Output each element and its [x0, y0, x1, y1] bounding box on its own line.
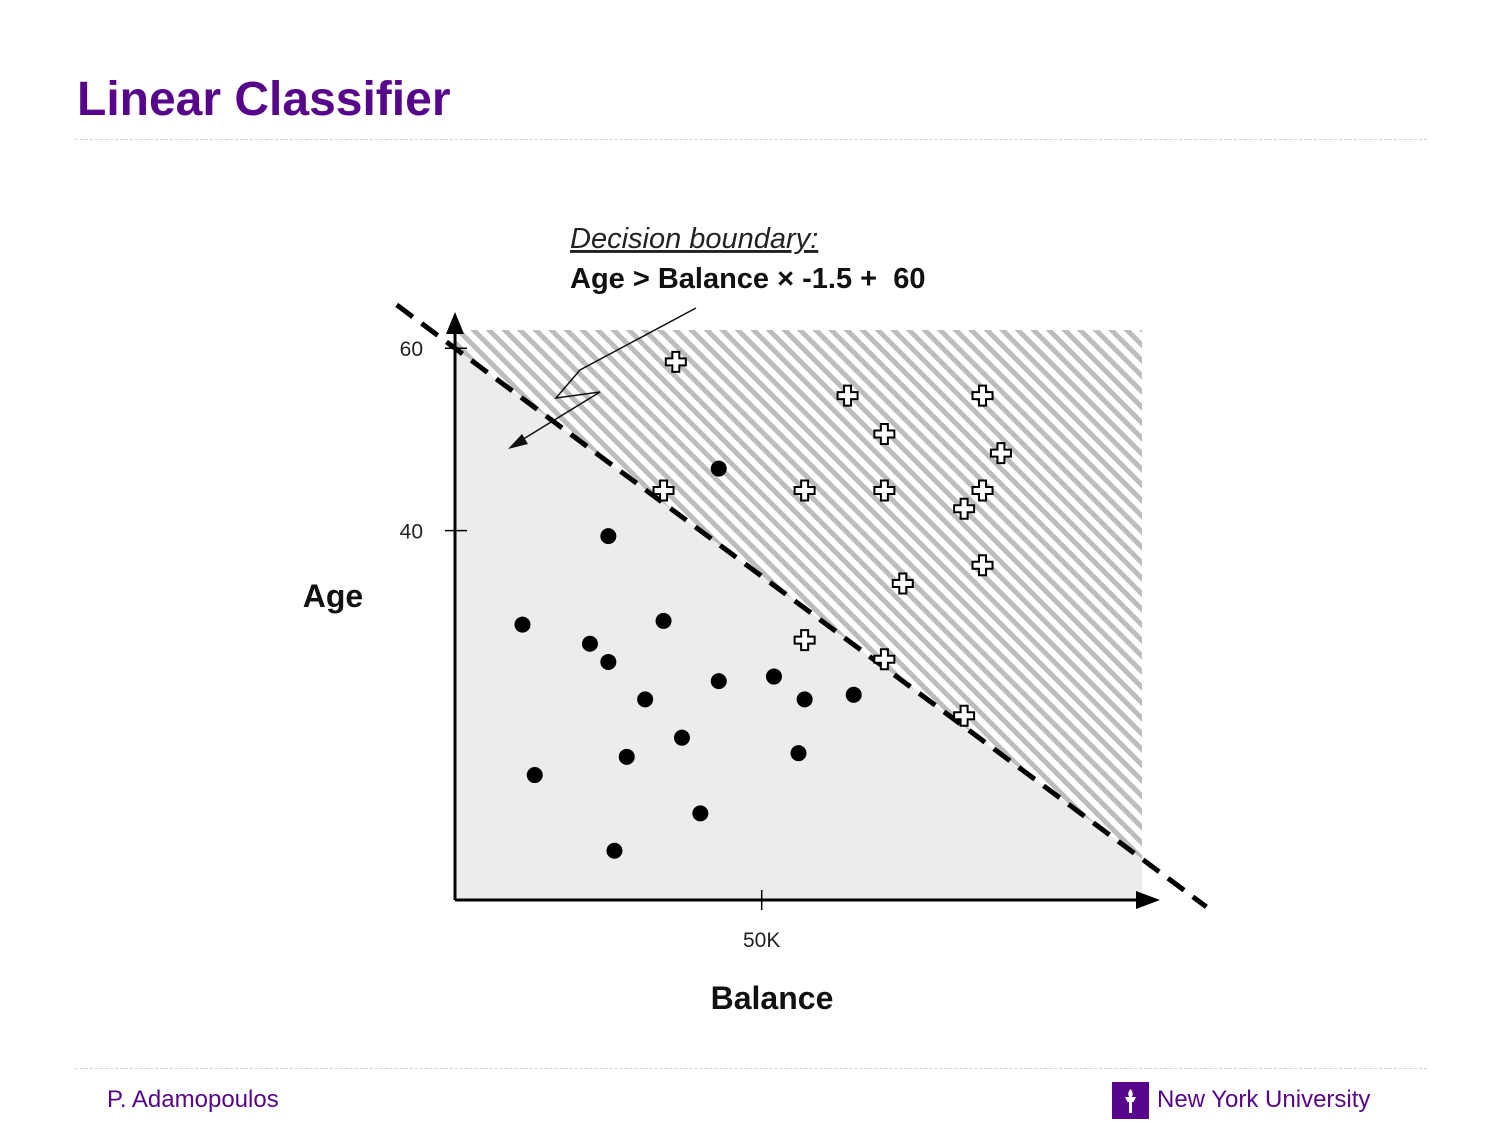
plus-point: [873, 648, 896, 671]
y-tick-label: 40: [400, 521, 423, 544]
decision-boundary-line: [395, 302, 1208, 909]
plus-point: [971, 479, 994, 502]
y-axis-label: Age: [303, 578, 363, 614]
annotation-leader-line: [511, 307, 697, 447]
dot-point: [692, 805, 709, 822]
dot-point: [790, 745, 807, 762]
plus-point: [793, 479, 816, 502]
dot-point: [581, 635, 598, 652]
dot-point: [765, 668, 782, 685]
slide-title: Linear Classifier: [77, 73, 451, 126]
dot-point: [710, 460, 727, 477]
plus-point: [836, 384, 859, 407]
x-axis-arrowhead: [1136, 891, 1160, 909]
annotation-heading: Decision boundary:: [570, 223, 818, 255]
dot-point: [655, 612, 672, 629]
dot-point: [673, 729, 690, 746]
dot-point: [637, 691, 654, 708]
plus-point: [989, 442, 1012, 465]
annotation-arrowhead: [508, 434, 528, 449]
plus-point: [873, 422, 896, 445]
annotation-rule: Age > Balance × -1.5 + 60: [570, 263, 925, 295]
plus-point: [953, 704, 976, 727]
footer-divider: [75, 1068, 1427, 1069]
dot-point: [600, 528, 617, 545]
dot-point: [618, 748, 635, 765]
dot-point: [845, 686, 862, 703]
plus-point: [971, 554, 994, 577]
plus-point: [873, 479, 896, 502]
plus-point: [664, 350, 687, 373]
dot-point: [514, 616, 531, 633]
footer-author: P. Adamopoulos: [107, 1086, 279, 1113]
y-axis-arrowhead: [446, 312, 464, 334]
title-divider: [75, 139, 1427, 140]
dot-point: [796, 691, 813, 708]
dot-point: [606, 842, 623, 859]
x-axis-label: Balance: [711, 980, 834, 1016]
positive-region: [455, 330, 1142, 859]
nyu-torch-logo-icon: [1112, 1082, 1149, 1119]
plus-point: [971, 384, 994, 407]
x-tick-label: 50K: [743, 929, 780, 952]
dot-point: [600, 653, 617, 670]
plus-point: [652, 479, 675, 502]
footer-organization: New York University: [1157, 1086, 1371, 1113]
dot-point: [710, 673, 727, 690]
plus-point: [891, 572, 914, 595]
y-tick-label: 60: [400, 338, 423, 361]
dot-point: [526, 767, 543, 784]
plus-point: [793, 629, 816, 652]
plus-point: [953, 497, 976, 520]
